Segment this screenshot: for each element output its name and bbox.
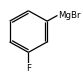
Text: MgBr: MgBr bbox=[58, 11, 81, 20]
Text: F: F bbox=[26, 64, 31, 73]
